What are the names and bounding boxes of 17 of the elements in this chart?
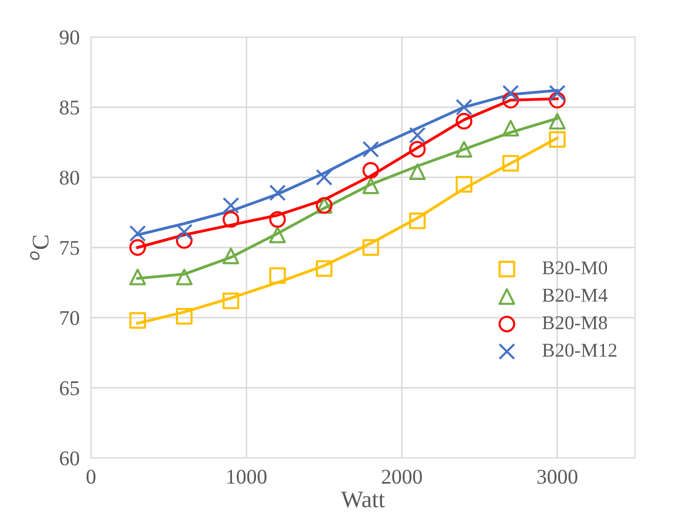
legend-label: B20-M0 [542, 261, 608, 274]
y-axis-title: $^{o}$C [30, 236, 49, 260]
x-tick-label: 0 [86, 470, 96, 484]
y-tick-label: 65 [60, 381, 80, 396]
legend-label: B20-M12 [542, 344, 616, 357]
y-tick-label: 85 [60, 100, 80, 115]
y-tick-label: 75 [60, 241, 80, 255]
x-tick-label: 1000 [227, 470, 266, 484]
legend-label: B20-M4 [542, 288, 608, 302]
x-axis-title: Watt [341, 492, 385, 508]
y-tick-label: 70 [60, 311, 80, 326]
y-tick-label: 60 [60, 451, 80, 466]
y-tick-label: 90 [60, 30, 80, 44]
x-tick-label: 3000 [537, 470, 578, 484]
legend-label: B20-M8 [542, 316, 608, 330]
x-tick-label: 2000 [382, 470, 422, 484]
y-tick-label: 80 [60, 170, 80, 185]
